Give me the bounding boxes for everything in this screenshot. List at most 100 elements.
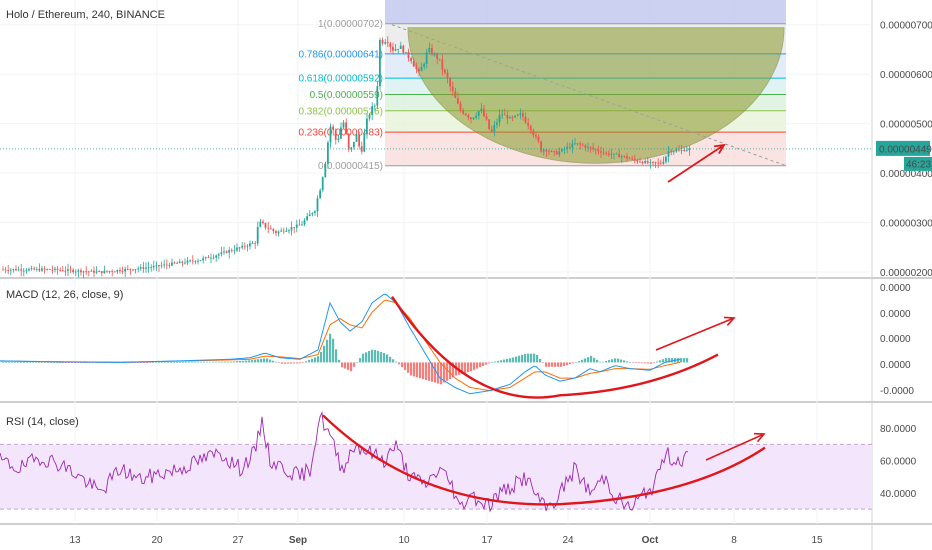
time-axis-label: 8 [731,535,737,546]
macd-histogram-bar [449,362,452,380]
candle-body [488,119,490,130]
candle-body [415,66,418,70]
candle-body [366,118,368,134]
candle-body [566,147,568,150]
candle-body [641,161,644,163]
candle-body [558,151,561,155]
price-axis-tick: 0.00000400 [880,169,932,180]
macd-histogram-bar [62,362,65,364]
candle-body [168,264,171,266]
candle-body [178,261,181,264]
macd-histogram-bar [356,362,359,364]
fib-level-label: 0.5(0.00000559) [310,90,383,101]
shaded-box [385,0,786,24]
macd-histogram-bar [89,362,92,364]
macd-histogram-bar [293,362,296,364]
candle-body [199,260,202,262]
candle-body [129,268,132,270]
macd-histogram-bar [683,358,686,363]
macd-histogram-bar [212,361,215,363]
candle-body [290,227,293,231]
macd-histogram-bar [179,361,182,363]
candle-body [150,267,152,269]
candle-body [181,261,184,263]
macd-histogram-bar [134,362,137,364]
macd-histogram-bar [479,362,482,368]
macd-histogram-bar [152,362,155,363]
candle-body [433,54,436,56]
macd-histogram-bar [191,361,194,363]
candle-body [394,49,397,51]
macd-histogram-bar [158,362,161,363]
macd-histogram-bar [401,362,404,368]
candle-body [111,271,113,273]
candle-body [485,116,488,120]
candle-body [423,63,425,67]
macd-histogram-bar [74,362,77,364]
macd-histogram-bar [269,359,272,363]
macd-histogram-bar [473,362,476,370]
candle-body [124,268,126,272]
candle-body [477,110,480,116]
candle-body [454,91,457,99]
candle-body [363,133,366,152]
candle-body [550,151,553,152]
macd-histogram-bar [68,362,71,364]
candle-body [654,161,657,163]
candle-body [160,265,163,267]
macd-histogram-bar [422,362,425,380]
candle-body [59,269,61,271]
candle-body [67,269,69,271]
macd-histogram-bar [431,362,434,382]
candle-body [230,250,233,251]
macd-histogram-bar [392,359,395,363]
macd-histogram-bar [86,362,89,364]
macd-histogram-bar [482,362,485,366]
candle-body [327,142,329,164]
candle-body [85,271,87,273]
candle-body [462,110,464,114]
candle-body [241,245,243,248]
macd-histogram-bar [299,362,302,364]
macd-histogram-bar [623,360,626,363]
macd-histogram-bar [221,361,224,363]
candle-body [535,135,537,137]
macd-histogram-bar [161,362,164,363]
macd-histogram-bar [275,361,278,363]
candle-body [306,216,308,221]
candle-body [139,267,142,269]
macd-histogram-bar [230,361,233,363]
macd-histogram-bar [137,362,140,364]
candle-body [145,267,147,269]
macd-histogram-bar [620,359,623,363]
candle-body [389,43,392,47]
macd-histogram-bar [245,360,248,363]
candle-body [594,149,597,150]
macd-histogram-bar [11,362,14,363]
macd-histogram-bar [14,362,17,363]
candle-body [360,146,363,152]
candle-body [77,270,80,272]
candle-body [243,245,246,247]
macd-histogram-bar [461,362,464,374]
candle-body [30,268,33,270]
candle-body [353,141,355,148]
candle-body [610,154,613,156]
macd-histogram-bar [320,351,323,363]
candle-body [324,163,327,178]
candle-body [381,39,384,44]
candle-body [337,138,340,140]
macd-histogram-bar [587,357,590,363]
candle-body [542,149,545,152]
macd-histogram-bar [284,362,287,364]
candle-body [652,161,654,163]
candle-body [680,150,683,151]
macd-histogram-bar [611,359,614,363]
candle-body [657,162,659,164]
macd-histogram-bar [38,362,41,363]
candle-body [165,264,168,266]
candle-body [597,149,600,152]
macd-histogram-bar [188,361,191,363]
macd-histogram-bar [434,362,437,383]
